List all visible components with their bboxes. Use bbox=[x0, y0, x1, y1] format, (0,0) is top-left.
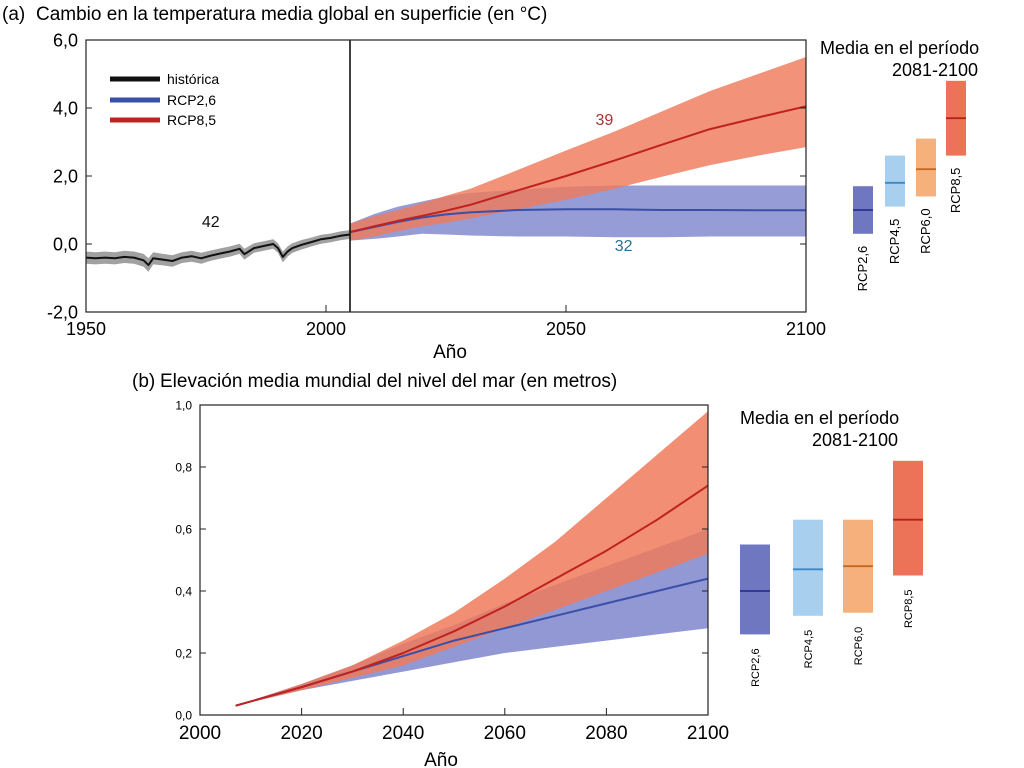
panel-b-axes: 0,0 0,2 0,4 0,6 0,8 1,0 2000 2020 2040 2060 2080 21… bbox=[175, 398, 729, 744]
panel-a-xlabel: Año bbox=[433, 342, 467, 363]
y-tick-label: 4,0 bbox=[53, 98, 78, 118]
panel-a-side-bars: RCP2,6 RCP4,5 RCP6,0 RCP8,5 bbox=[853, 80, 966, 292]
panel-b-side-title-line2: 2081-2100 bbox=[812, 430, 898, 450]
side-bar-label-rcp45: RCP4,5 bbox=[803, 630, 815, 669]
panel-b-title: Elevación media mundial del nivel del ma… bbox=[160, 371, 617, 392]
panel-a-title: Cambio en la temperatura media global en… bbox=[36, 4, 547, 25]
x-tick-label: 2100 bbox=[786, 319, 826, 339]
panel-b-xlabel: Año bbox=[424, 750, 458, 768]
x-tick-label: 1950 bbox=[66, 319, 106, 339]
y-tick-label: 0,4 bbox=[175, 584, 192, 598]
panel-b-side-title-line1: Media en el período bbox=[740, 408, 899, 428]
side-bar-label-rcp26: RCP2,6 bbox=[750, 648, 762, 687]
series-line-rcp85 bbox=[349, 105, 807, 234]
side-range-bar-rcp45 bbox=[793, 519, 823, 616]
panel-a-side-title-line2: 2081-2100 bbox=[892, 60, 978, 80]
band-rcp85 bbox=[235, 411, 708, 706]
x-tick-label: 2060 bbox=[484, 723, 526, 744]
legend-entry-rcp26: RCP2,6 bbox=[110, 92, 216, 108]
y-tick-label: 0,2 bbox=[175, 646, 192, 660]
annotation-rcp85-count: 39 bbox=[596, 112, 614, 129]
y-tick-label: 2,0 bbox=[53, 166, 78, 186]
y-tick-label: 0,0 bbox=[53, 234, 78, 254]
y-tick-label: 0,6 bbox=[175, 522, 192, 536]
side-bar-label-rcp60: RCP6,0 bbox=[918, 208, 933, 254]
side-bar-label-rcp85: RCP8,5 bbox=[903, 590, 915, 629]
panel-b-plot-frame bbox=[199, 404, 709, 716]
x-tick-label: 2050 bbox=[546, 319, 586, 339]
side-range-bar-rcp85 bbox=[893, 460, 923, 576]
y-tick-label: 1,0 bbox=[175, 398, 192, 412]
panel-a-legend: histórica RCP2,6 RCP8,5 bbox=[110, 71, 219, 128]
panel-b-lines bbox=[235, 484, 709, 707]
panel-b: (b) Elevación media mundial del nivel de… bbox=[132, 371, 923, 768]
x-tick-label: 2000 bbox=[306, 319, 346, 339]
side-range-bar-rcp45 bbox=[885, 155, 905, 207]
legend-label-rcp85: RCP8,5 bbox=[167, 112, 216, 128]
panel-a-letter: (a) bbox=[2, 4, 25, 25]
side-bar-label-rcp45: RCP4,5 bbox=[887, 219, 902, 265]
panel-a-side-title-line1: Media en el período bbox=[820, 38, 979, 58]
panel-a-side-panel: Media en el período 2081-2100 RCP2,6 RCP4… bbox=[820, 38, 979, 291]
panel-b-bands bbox=[235, 411, 708, 706]
legend-label-historica: histórica bbox=[167, 71, 219, 87]
panel-a: (a) Cambio en la temperatura media globa… bbox=[2, 4, 979, 363]
x-tick-label: 2100 bbox=[687, 723, 729, 744]
x-tick-label: 2020 bbox=[280, 723, 322, 744]
annotation-rcp26-count: 32 bbox=[615, 238, 633, 255]
panel-a-lines bbox=[85, 105, 807, 267]
y-tick-label: 6,0 bbox=[53, 30, 78, 50]
side-range-bar-rcp60 bbox=[916, 138, 936, 197]
panel-b-side-bars: RCP2,6 RCP4,5 RCP6,0 RCP8,5 bbox=[740, 460, 923, 687]
y-tick-label: 0,0 bbox=[175, 708, 192, 722]
x-tick-label: 2040 bbox=[382, 723, 424, 744]
legend-entry-historica: histórica bbox=[110, 71, 219, 87]
side-bar-label-rcp85: RCP8,5 bbox=[948, 168, 963, 214]
panel-a-axes: -2,0 0,0 2,0 4,0 6,0 1950 2000 2050 2100 bbox=[47, 30, 826, 339]
side-bar-label-rcp26: RCP2,6 bbox=[855, 246, 870, 292]
panel-b-side-panel: Media en el período 2081-2100 RCP2,6 RCP4… bbox=[740, 408, 923, 687]
series-line-histrica bbox=[85, 233, 351, 267]
side-range-bar-rcp26 bbox=[740, 544, 770, 635]
annotation-historica-count: 42 bbox=[202, 214, 220, 231]
x-tick-label: 2000 bbox=[179, 723, 221, 744]
panel-a-bands bbox=[86, 57, 806, 272]
band-histrica bbox=[86, 230, 350, 272]
series-line-rcp85 bbox=[235, 484, 709, 707]
y-tick-label: -2,0 bbox=[47, 302, 78, 322]
legend-entry-rcp85: RCP8,5 bbox=[110, 112, 216, 128]
x-tick-label: 2080 bbox=[585, 723, 627, 744]
legend-label-rcp26: RCP2,6 bbox=[167, 92, 216, 108]
side-bar-label-rcp60: RCP6,0 bbox=[853, 627, 865, 666]
panel-b-letter: (b) bbox=[132, 371, 155, 392]
band-rcp85 bbox=[350, 57, 806, 241]
y-tick-label: 0,8 bbox=[175, 460, 192, 474]
